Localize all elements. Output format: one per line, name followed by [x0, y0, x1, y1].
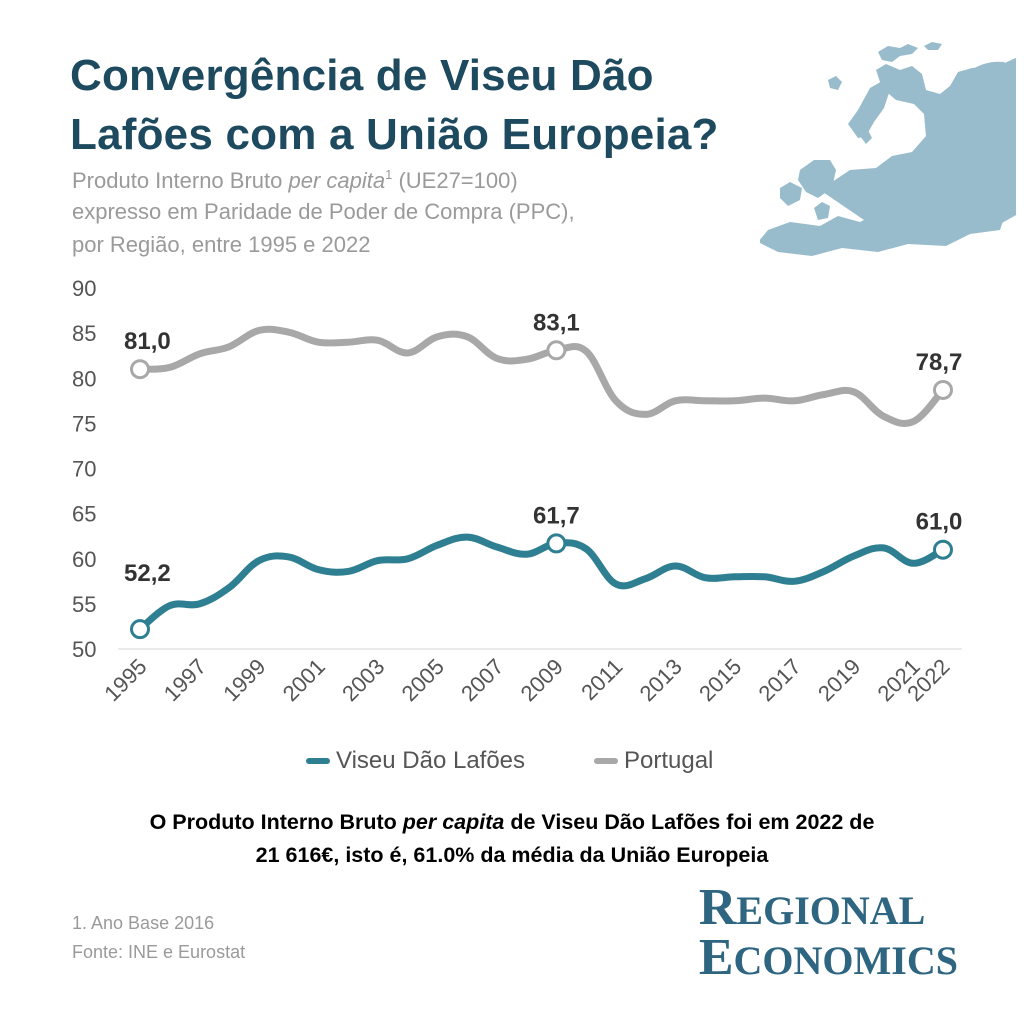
- x-tick-label: 2009: [516, 654, 568, 706]
- y-tick-label: 90: [72, 276, 96, 301]
- highlight-text: O Produto Interno Bruto: [149, 810, 403, 834]
- y-tick-label: 55: [72, 592, 96, 617]
- brand-word-2: ECONOMICS: [699, 932, 958, 984]
- data-point-viseu-2009: [546, 533, 567, 554]
- brand-logo: REGIONAL ECONOMICS: [699, 882, 958, 984]
- data-point-viseu-2022: [933, 539, 953, 560]
- highlight-line-2: 21 616€, isto é, 61.0% da média da União…: [255, 843, 769, 867]
- x-tick-label: 2011: [576, 654, 627, 705]
- y-tick-label: 60: [72, 547, 96, 572]
- y-tick-label: 65: [72, 502, 96, 527]
- brand-rest: EGIONAL: [736, 888, 926, 933]
- data-label-portugal-2022: 78,7: [916, 349, 963, 376]
- subtitle-line-1: Produto Interno Bruto per capita1 (UE27=…: [72, 168, 518, 192]
- x-tick-label: 1997: [159, 654, 211, 706]
- series-line-viseu: [136, 533, 947, 633]
- data-label-portugal-2009: 83,1: [533, 309, 580, 336]
- highlight-text: de Viseu Dão Lafões foi em 2022 de: [504, 810, 875, 834]
- data-point-portugal-1995: [130, 359, 150, 380]
- brand-initial: R: [698, 879, 737, 936]
- x-tick-label: 1995: [99, 654, 151, 706]
- x-tick-label: 2003: [337, 654, 389, 706]
- y-tick-label: 80: [72, 366, 96, 391]
- legend-label-portugal: Portugal: [624, 747, 714, 774]
- brand-rest: CONOMICS: [733, 938, 958, 983]
- footnote-marker: 1: [385, 167, 393, 182]
- subtitle-line-3: por Região, entre 1995 e 2022: [72, 232, 371, 257]
- y-tick-label: 85: [72, 321, 96, 346]
- subtitle-line-2: expresso em Paridade de Poder de Compra …: [72, 199, 575, 224]
- title-line-2: Lafões com a União Europeia?: [70, 110, 719, 159]
- highlight-emphasis: per capita: [402, 810, 505, 834]
- y-tick-label: 70: [72, 457, 96, 482]
- legend-item-portugal: Portugal: [594, 746, 713, 776]
- data-label-viseu-2009: 61,7: [533, 502, 580, 529]
- legend-swatch-viseu: [306, 758, 330, 764]
- x-axis: 1995 1997 1999 2001 2003 2005 2007 2009 2011 2013…: [99, 654, 954, 706]
- subtitle-emphasis: per capita: [288, 168, 386, 193]
- x-tick-label: 2001: [278, 654, 330, 706]
- series-line-portugal: [136, 325, 947, 427]
- legend-swatch-portugal: [594, 758, 618, 764]
- x-tick-label: 2013: [635, 654, 687, 706]
- y-axis: 50 55 60 65 70 75 80 85 90: [72, 276, 96, 662]
- brand-word-1: REGIONAL: [699, 882, 958, 934]
- data-point-portugal-2009: [546, 340, 567, 361]
- x-tick-label: 2005: [397, 654, 449, 706]
- x-tick-label: 2017: [754, 654, 806, 706]
- x-tick-label: 2015: [694, 654, 746, 706]
- data-point-portugal-2022: [933, 379, 953, 400]
- subtitle-text: Produto Interno Bruto: [72, 168, 289, 193]
- europe-map-icon: [760, 42, 1016, 256]
- data-labels: 52,2 61,7 61,0 81,0 83,1 78,7: [124, 309, 962, 587]
- data-label-viseu-1995: 52,2: [124, 560, 171, 587]
- data-label-viseu-2022: 61,0: [916, 509, 963, 536]
- y-tick-label: 50: [72, 637, 96, 662]
- title-line-1: Convergência de Viseu Dão: [70, 51, 654, 100]
- x-tick-label: 1999: [218, 654, 270, 706]
- x-tick-label: 2019: [813, 654, 865, 706]
- brand-initial: E: [698, 929, 734, 986]
- x-tick-label: 2007: [456, 654, 508, 706]
- legend-item-viseu: Viseu Dão Lafões: [306, 746, 525, 776]
- subtitle-text: (UE27=100): [392, 168, 518, 193]
- data-label-portugal-1995: 81,0: [124, 328, 171, 355]
- legend-label-viseu: Viseu Dão Lafões: [336, 747, 526, 774]
- data-point-viseu-1995: [130, 619, 150, 640]
- series-layer: [130, 325, 953, 640]
- source-note: Fonte: INE e Eurostat: [72, 942, 246, 962]
- highlight-line-1: O Produto Interno Bruto per capita de Vi…: [40, 810, 984, 834]
- y-tick-label: 75: [72, 411, 96, 436]
- footnote: 1. Ano Base 2016: [72, 913, 215, 933]
